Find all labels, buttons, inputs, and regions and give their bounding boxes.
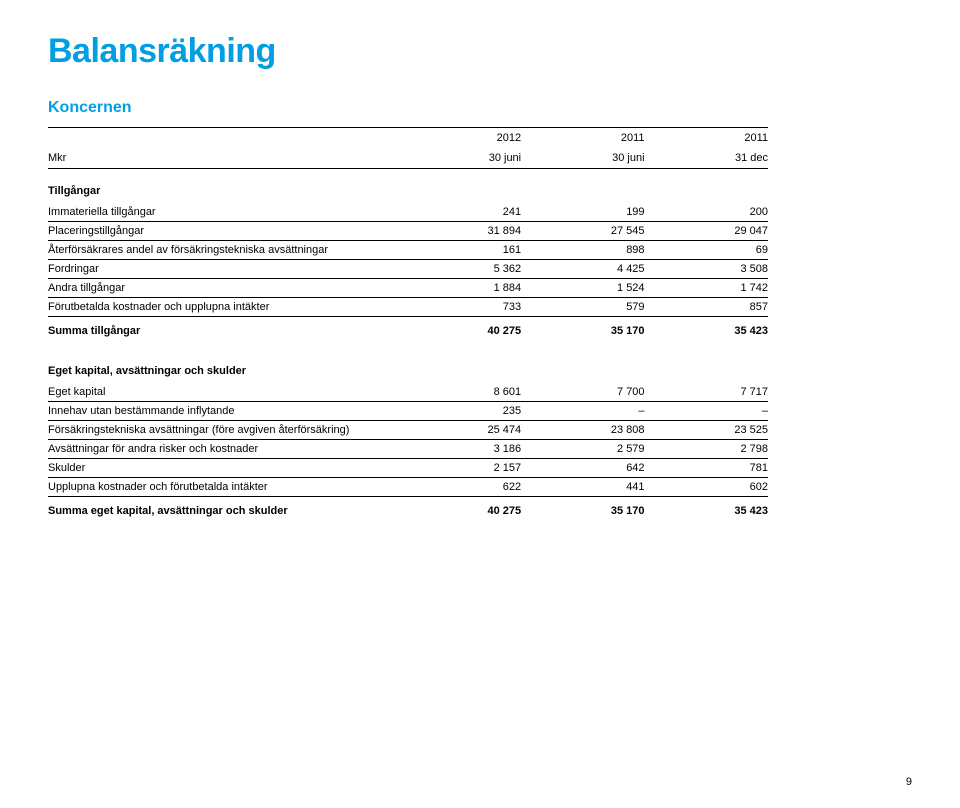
page-subtitle: Koncernen (48, 99, 912, 117)
col-date-0: 30 juni (398, 149, 521, 169)
table-row: Försäkringstekniska avsättningar (före a… (48, 421, 768, 440)
sum-equity: Summa eget kapital, avsättningar och sku… (48, 497, 768, 518)
balance-table: 2012 2011 2011 Mkr 30 juni 30 juni 31 de… (48, 127, 768, 517)
col-year-2: 2011 (645, 128, 768, 149)
header-row-dates: Mkr 30 juni 30 juni 31 dec (48, 149, 768, 169)
table-row: Upplupna kostnader och förutbetalda intä… (48, 478, 768, 497)
header-row-years: 2012 2011 2011 (48, 128, 768, 149)
header-mkr-blank (48, 128, 398, 149)
page-title: Balansräkning (48, 32, 912, 71)
section-head-equity-label: Eget kapital, avsättningar och skulder (48, 337, 768, 383)
sum-assets: Summa tillgångar40 27535 17035 423 (48, 317, 768, 338)
col-date-1: 30 juni (521, 149, 644, 169)
col-year-1: 2011 (521, 128, 644, 149)
table-row: Immateriella tillgångar241199200 (48, 203, 768, 222)
page: Balansräkning Koncernen 2012 2011 2011 M… (0, 0, 960, 808)
table-row: Återförsäkrares andel av försäkringstekn… (48, 241, 768, 260)
table-row: Avsättningar för andra risker och kostna… (48, 440, 768, 459)
header-mkr: Mkr (48, 149, 398, 169)
table-row: Fordringar5 3624 4253 508 (48, 260, 768, 279)
section-head-assets-label: Tillgångar (48, 169, 768, 204)
section-head-equity: Eget kapital, avsättningar och skulder (48, 337, 768, 383)
table-row: Eget kapital8 6017 7007 717 (48, 383, 768, 402)
table-row: Placeringstillgångar31 89427 54529 047 (48, 222, 768, 241)
col-year-0: 2012 (398, 128, 521, 149)
table-row: Förutbetalda kostnader och upplupna intä… (48, 298, 768, 317)
section-head-assets: Tillgångar (48, 169, 768, 204)
table-row: Andra tillgångar1 8841 5241 742 (48, 279, 768, 298)
page-number: 9 (906, 776, 912, 788)
table-row: Innehav utan bestämmande inflytande235–– (48, 402, 768, 421)
col-date-2: 31 dec (645, 149, 768, 169)
table-row: Skulder2 157642781 (48, 459, 768, 478)
